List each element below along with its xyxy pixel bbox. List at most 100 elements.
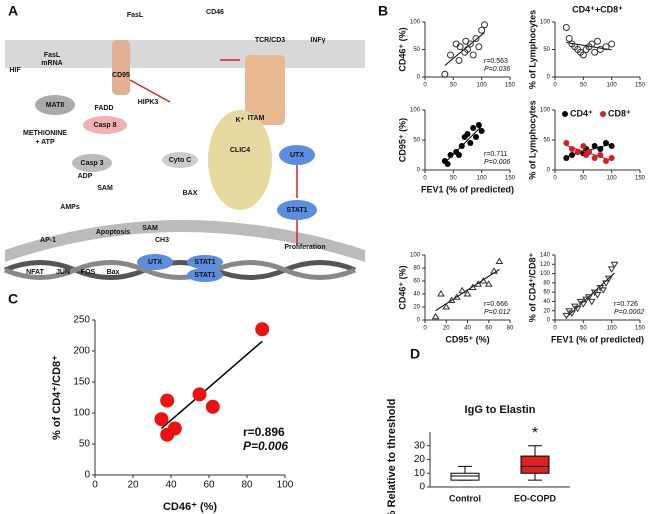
y-tick-label: 250 <box>73 315 90 326</box>
y-axis-label: % Relative to threshold <box>386 399 398 514</box>
x-tick-label: 100 <box>477 83 488 89</box>
point <box>563 155 570 161</box>
point <box>478 26 486 34</box>
annotation: P=0.006 <box>243 439 288 453</box>
y-axis-label: CD46⁺ (%) <box>397 265 407 309</box>
point <box>563 140 570 146</box>
membrane <box>5 40 365 68</box>
x-tick-label: 0 <box>553 176 557 182</box>
point <box>466 40 474 48</box>
x-tick-label: 100 <box>607 326 618 332</box>
point <box>596 46 604 53</box>
point <box>582 296 591 304</box>
legend-label: CD8⁺ <box>608 108 631 118</box>
diagram-label: FasL <box>127 12 144 19</box>
x-tick-label: 50 <box>580 176 587 182</box>
diagram-label: Bax <box>107 269 120 276</box>
tcr-receptor <box>245 55 285 125</box>
x-axis-label: FEV1 (% of predicted) <box>551 334 644 344</box>
annotation: P=0.0002 <box>614 309 644 316</box>
diagram <box>4 40 365 282</box>
point <box>478 128 485 134</box>
point <box>469 51 477 59</box>
arrow <box>129 59 298 246</box>
y-tick-label: 100 <box>410 108 421 114</box>
point <box>167 421 182 436</box>
point <box>565 35 573 42</box>
diagram-label: Apoptosis <box>96 229 130 236</box>
point <box>447 152 454 158</box>
point <box>431 312 440 320</box>
y-tick-label: 60 <box>413 279 420 285</box>
diagram-label: STAT1 <box>286 207 307 214</box>
node <box>137 254 173 270</box>
diagram-label: FasL <box>44 52 61 59</box>
diagram-label: CD46 <box>206 9 224 16</box>
point <box>588 40 596 48</box>
legend-marker <box>562 111 568 117</box>
point <box>484 280 493 287</box>
point <box>464 131 471 137</box>
y-tick-label: 120 <box>540 262 551 268</box>
x-tick-label: 150 <box>635 176 646 182</box>
x-tick-label: 50 <box>450 176 457 182</box>
x-tick-label: 150 <box>635 83 646 89</box>
point <box>579 51 587 59</box>
point <box>442 303 451 310</box>
point <box>205 399 220 414</box>
y-tick-label: 140 <box>540 253 551 259</box>
y-tick-label: 20 <box>413 305 420 311</box>
diagram-label: ADP <box>78 173 93 180</box>
y-axis-label: CD46⁺ (%) <box>397 27 407 71</box>
annotation: r=0.666 <box>484 301 508 308</box>
x-tick-label: 0 <box>423 326 427 332</box>
point <box>468 283 477 290</box>
diagram-label: Cyto C <box>169 157 192 164</box>
fit-line <box>161 340 263 430</box>
x-tick-label: 100 <box>277 480 294 491</box>
annotation: r=0.726 <box>614 301 638 308</box>
diagram-label: METHIONINE <box>23 130 67 137</box>
x-tick-label: 60 <box>203 480 215 491</box>
y-tick-label: 10 <box>414 468 426 479</box>
y-tick-label: 100 <box>410 253 421 259</box>
legend-marker <box>600 111 606 117</box>
y-tick-label: 0 <box>547 75 551 81</box>
x-axis-label: FEV1 (% of predicted) <box>421 184 514 194</box>
y-axis-label: % of Lymphocytes <box>527 10 537 89</box>
x-tick-label: 40 <box>165 480 177 491</box>
x-tick-label: 50 <box>580 326 587 332</box>
diagram-label: NFAT <box>26 269 44 276</box>
y-tick-label: 50 <box>543 47 550 53</box>
y-tick-label: 0 <box>84 470 90 481</box>
diagram-label: K⁺ <box>236 117 245 124</box>
diagram-label: ITAM <box>248 115 265 122</box>
point <box>456 152 462 158</box>
diagram-label: FADD <box>94 105 113 112</box>
point <box>479 277 488 284</box>
x-tick-label: Control <box>449 493 481 503</box>
nuclear-membrane <box>5 220 365 262</box>
y-tick-label: 100 <box>73 408 90 419</box>
x-tick-label: 100 <box>607 83 618 89</box>
point <box>579 301 588 308</box>
y-axis-label: % of CD4⁺/CD8⁺ <box>51 355 63 440</box>
point <box>593 291 602 299</box>
y-tick-label: 0 <box>417 318 421 324</box>
point <box>569 146 575 152</box>
node <box>162 152 198 168</box>
point <box>587 298 596 306</box>
x-tick-label: 150 <box>505 83 516 89</box>
cd95-receptor <box>112 40 130 95</box>
point <box>591 143 598 149</box>
box <box>450 472 480 481</box>
y-tick-label: 20 <box>543 308 550 314</box>
point <box>602 43 610 51</box>
x-tick-label: 0 <box>423 83 427 89</box>
y-tick-label: 0 <box>547 168 551 174</box>
y-tick-label: 100 <box>410 20 421 26</box>
point <box>455 57 463 64</box>
x-tick-label: 100 <box>607 176 618 182</box>
diagram-label: Casp 3 <box>81 160 104 167</box>
y-tick-label: 0 <box>417 75 421 81</box>
